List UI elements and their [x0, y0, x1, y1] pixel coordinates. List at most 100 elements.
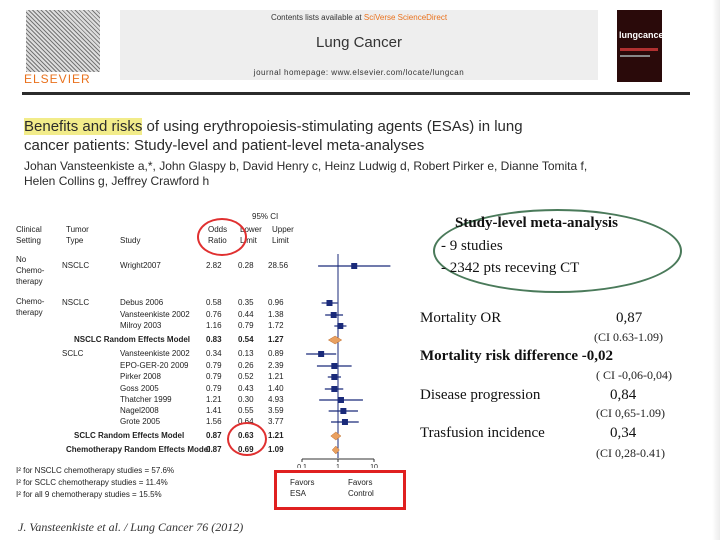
col-header-upper-limit: Limit [272, 236, 289, 245]
author-list: Johan Vansteenkiste a,*, John Glaspy b, … [24, 159, 588, 188]
row-study-name: Wright2007 [120, 261, 161, 270]
row-upper-limit: 1.21 [268, 431, 284, 440]
row-lower-limit: 0.55 [238, 406, 254, 415]
point-estimate [331, 386, 338, 392]
row-lower-limit: 0.64 [238, 417, 254, 426]
favors-control-label: Favors [348, 478, 373, 487]
col-header-type: Type [66, 236, 84, 245]
row-odds-ratio: 1.16 [206, 321, 222, 330]
row-lower-limit: 0.35 [238, 298, 254, 307]
row-tumor-type: NSCLC [62, 298, 90, 307]
setting-no-chemo: No [16, 255, 27, 264]
row-odds-ratio: 0.58 [206, 298, 222, 307]
row-upper-limit: 0.96 [268, 298, 284, 307]
point-estimate [337, 397, 344, 403]
row-odds-ratio: 0.79 [206, 372, 222, 381]
setting-chemo: therapy [16, 308, 43, 317]
i2-note: I² for all 9 chemotherapy studies = 15.5… [16, 490, 162, 499]
journal-cover-image [617, 10, 662, 82]
point-estimate [330, 312, 337, 318]
row-lower-limit: 0.28 [238, 261, 254, 270]
row-upper-limit: 1.27 [268, 335, 284, 344]
journal-name: Lung Cancer [316, 34, 402, 51]
odds-ratio-highlight [197, 218, 247, 256]
col-header-upper: Upper [272, 225, 294, 234]
favors-esa-label: Favors [290, 478, 315, 487]
journal-band [120, 10, 598, 80]
x-axis-tick-label: 1 [336, 464, 340, 468]
result-value: -0,02 [581, 348, 614, 364]
elsevier-tree-logo [26, 10, 100, 72]
header-rule [22, 92, 690, 95]
row-odds-ratio: 0.34 [206, 349, 222, 358]
row-lower-limit: 0.52 [238, 372, 254, 381]
row-upper-limit: 2.39 [268, 361, 284, 370]
row-study-name: SCLC Random Effects Model [74, 431, 185, 440]
row-study-name: Milroy 2003 [120, 321, 162, 330]
sciencedirect-link[interactable]: SciVerse ScienceDirect [363, 13, 448, 22]
result-value: 0,34 [610, 425, 637, 441]
row-lower-limit: 0.79 [238, 321, 254, 330]
row-odds-ratio: 1.41 [206, 406, 222, 415]
row-lower-limit: 0.43 [238, 384, 254, 393]
citation: J. Vansteenkiste et al. / Lung Cancer 76… [18, 520, 244, 534]
row-odds-ratio: 0.79 [206, 384, 222, 393]
favors-esa-label: ESA [290, 489, 307, 498]
row-tumor-type: SCLC [62, 349, 84, 358]
row-odds-ratio: 0.87 [206, 431, 222, 440]
row-odds-ratio: 0.76 [206, 310, 222, 319]
row-upper-limit: 0.89 [268, 349, 284, 358]
row-lower-limit: 0.13 [238, 349, 254, 358]
summary-or-highlight [227, 422, 267, 456]
page-edge [712, 0, 720, 540]
col-header-lower-limit: Limit [240, 236, 257, 245]
row-study-name: Debus 2006 [120, 298, 164, 307]
result-label: Mortality risk difference -0,02 [420, 348, 614, 364]
study-summary-oval [433, 209, 682, 293]
row-lower-limit: 0.54 [238, 335, 254, 344]
row-upper-limit: 1.09 [268, 445, 284, 454]
result-label: Mortality OR [420, 310, 502, 326]
col-header-clinical: Clinical [16, 225, 42, 234]
result-value: 0,84 [610, 387, 637, 403]
row-study-name: Grote 2005 [120, 417, 161, 426]
row-odds-ratio: 2.82 [206, 261, 222, 270]
row-odds-ratio: 0.79 [206, 361, 222, 370]
row-study-name: Goss 2005 [120, 384, 159, 393]
row-upper-limit: 4.93 [268, 395, 284, 404]
result-value: 0,87 [616, 310, 643, 326]
row-odds-ratio: 0.83 [206, 335, 222, 344]
row-study-name: Pirker 2008 [120, 372, 161, 381]
point-estimate [337, 323, 344, 329]
result-ci: (CI 0.63-1.09) [594, 330, 663, 344]
result-ci: ( CI -0,06-0,04) [596, 368, 672, 382]
row-study-name: Vansteenkiste 2002 [120, 349, 190, 358]
col-header-lower: Lower [240, 225, 262, 234]
point-estimate [331, 374, 338, 380]
row-study-name: Vansteenkiste 2002 [120, 310, 190, 319]
setting-no-chemo: therapy [16, 277, 43, 286]
ci-header: 95% CI [252, 212, 279, 221]
favors-highlight-box [274, 470, 406, 510]
row-study-name: Thatcher 1999 [120, 395, 172, 404]
row-study-name: Nagel2008 [120, 406, 159, 415]
setting-chemo: Chemo- [16, 297, 45, 306]
contents-line: Contents lists available at SciVerse Sci… [270, 13, 448, 22]
row-upper-limit: 3.59 [268, 406, 284, 415]
row-lower-limit: 0.44 [238, 310, 254, 319]
row-lower-limit: 0.30 [238, 395, 254, 404]
result-ci: (CI 0,65-1.09) [596, 406, 665, 420]
row-upper-limit: 1.40 [268, 384, 284, 393]
cover-title: lungcancer [619, 30, 668, 40]
row-upper-limit: 3.77 [268, 417, 284, 426]
x-axis-tick-label: 0.1 [297, 464, 307, 468]
result-label: Trasfusion incidence [420, 425, 545, 441]
publisher-logo-text: ELSEVIER [24, 72, 91, 86]
journal-homepage: journal homepage: www.elsevier.com/locat… [253, 68, 465, 77]
row-upper-limit: 28.56 [268, 261, 289, 270]
cover-decoration [620, 55, 650, 57]
summary-diamond [330, 431, 342, 441]
row-study-name: EPO-GER-20 2009 [120, 361, 189, 370]
point-estimate [351, 263, 358, 269]
patient-count: - 2342 pts receving CT [441, 260, 580, 276]
